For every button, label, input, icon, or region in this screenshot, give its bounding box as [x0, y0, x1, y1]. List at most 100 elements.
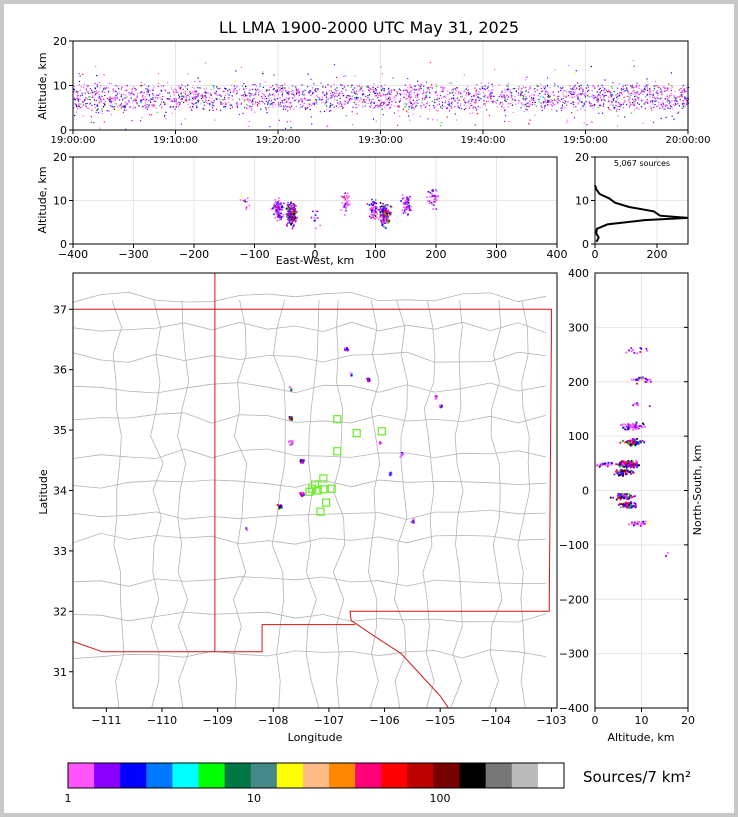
ew-height-point	[382, 220, 385, 223]
time-height-point	[649, 89, 651, 91]
ew-height-point	[385, 204, 388, 207]
ew-height-point	[282, 206, 285, 209]
time-height-point	[133, 94, 135, 96]
ns-height-point	[633, 465, 636, 468]
time-height-point	[215, 92, 217, 95]
ew-height-point	[290, 218, 293, 221]
time-height-point	[386, 93, 388, 95]
time-height-point	[511, 99, 513, 101]
time-height-point	[397, 110, 399, 112]
time-height-point	[517, 92, 520, 94]
lma-stations	[305, 415, 386, 516]
time-height-point	[584, 94, 586, 96]
time-height-point	[584, 109, 586, 112]
ew-height-point	[382, 225, 385, 228]
ns-height-point	[618, 474, 620, 477]
time-height-point	[251, 109, 253, 111]
time-height-point	[669, 101, 671, 103]
time-height-point	[132, 101, 134, 103]
time-height-point	[600, 105, 602, 107]
time-height-point	[169, 98, 172, 100]
time-height-point	[612, 99, 615, 101]
time-height-point	[248, 92, 250, 94]
time-height-point	[342, 95, 344, 97]
time-height-point	[626, 89, 628, 91]
time-height-point	[523, 95, 525, 98]
ew-height-point	[369, 209, 372, 211]
ns-height-point	[627, 465, 629, 468]
time-height-point	[542, 90, 544, 92]
ew-height-point	[385, 207, 388, 210]
time-height-point	[281, 100, 284, 102]
time-height-point	[267, 101, 269, 103]
time-height-point	[604, 88, 606, 90]
time-height-point	[419, 115, 422, 118]
time-height-point	[440, 106, 442, 108]
time-height-point	[365, 95, 367, 97]
time-height-point	[667, 87, 669, 89]
time-height-point	[122, 106, 124, 108]
time-height-point	[89, 103, 91, 105]
time-height-point	[624, 100, 626, 102]
time-height-point	[139, 120, 142, 122]
time-height-point	[248, 107, 251, 109]
time-height-point	[554, 96, 556, 98]
time-height-point	[317, 88, 319, 90]
time-height-point	[617, 115, 619, 117]
ns-height-point	[623, 496, 625, 499]
ew-height-point	[291, 209, 293, 212]
time-height-point	[355, 106, 357, 109]
time-height-point	[458, 91, 460, 93]
time-height-point	[399, 93, 401, 95]
time-height-point	[640, 106, 643, 108]
time-height-point	[469, 112, 471, 115]
histogram-line	[594, 184, 689, 243]
map-source-point	[367, 379, 370, 382]
time-height-point	[409, 119, 411, 121]
ew-height-point	[382, 219, 385, 221]
time-height-point	[264, 81, 266, 83]
ew-height-point	[310, 216, 313, 219]
time-height-point	[657, 92, 659, 95]
time-height-point	[558, 95, 560, 97]
time-height-point	[98, 96, 101, 98]
time-height-point	[199, 87, 201, 89]
time-height-point	[81, 92, 83, 94]
time-height-point	[150, 98, 152, 100]
time-height-point	[567, 94, 570, 97]
time-height-point	[630, 112, 632, 114]
time-height-point	[140, 81, 143, 84]
ns-height-point	[630, 501, 633, 504]
ns-height-point	[633, 351, 636, 354]
colorbar-cell	[302, 763, 330, 788]
time-height-point	[301, 84, 303, 86]
ew-height-point	[344, 198, 347, 201]
time-height-point	[215, 97, 217, 100]
time-height-point	[149, 89, 151, 92]
time-height-point	[604, 79, 606, 81]
time-height-point	[664, 90, 666, 92]
time-height-point	[661, 93, 663, 96]
time-height-point	[627, 100, 629, 102]
ns-height-point	[609, 496, 612, 499]
time-height-point	[523, 86, 525, 88]
time-height-point	[124, 101, 126, 103]
time-height-point	[423, 91, 425, 93]
ns-height-ylabel: North-South, km	[691, 445, 704, 536]
time-height-point	[209, 102, 211, 105]
ew-height-point	[275, 204, 278, 207]
time-height-point	[584, 96, 587, 98]
ew-height-ytick-label: 0	[60, 238, 67, 251]
time-height-point	[553, 85, 556, 87]
ew-height-point	[290, 214, 292, 217]
time-height-point	[94, 106, 96, 108]
time-height-point	[364, 105, 366, 107]
time-height-point	[315, 99, 317, 101]
time-height-point	[248, 125, 250, 128]
ns-height-point	[624, 428, 626, 431]
time-height-point	[467, 88, 469, 91]
time-height-point	[449, 82, 451, 84]
time-height-point	[426, 87, 429, 89]
time-height-point	[504, 91, 506, 93]
colorbar-cell	[172, 763, 200, 788]
